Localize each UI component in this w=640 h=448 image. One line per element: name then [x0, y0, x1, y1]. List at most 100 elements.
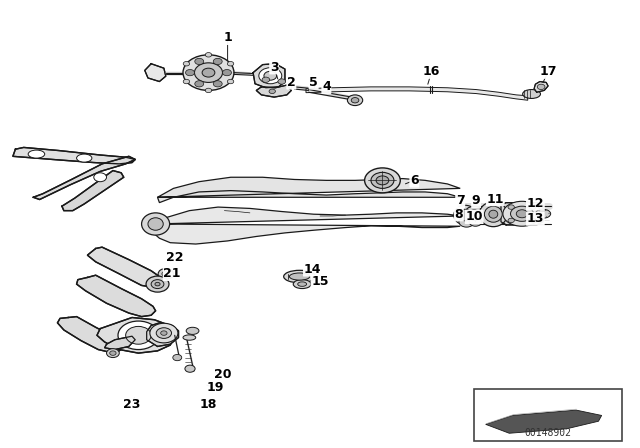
Ellipse shape	[371, 172, 394, 188]
Polygon shape	[88, 247, 164, 287]
Ellipse shape	[278, 79, 285, 84]
Ellipse shape	[511, 206, 534, 221]
Ellipse shape	[376, 176, 389, 185]
Ellipse shape	[185, 365, 195, 372]
Text: 20: 20	[214, 368, 232, 381]
Ellipse shape	[213, 58, 222, 65]
Ellipse shape	[183, 61, 189, 66]
Ellipse shape	[223, 69, 232, 76]
Ellipse shape	[259, 68, 282, 84]
Ellipse shape	[118, 321, 159, 349]
Ellipse shape	[227, 61, 234, 66]
Polygon shape	[145, 64, 166, 82]
Polygon shape	[77, 275, 156, 317]
Text: 3: 3	[270, 61, 278, 74]
Ellipse shape	[162, 271, 170, 276]
Ellipse shape	[109, 351, 116, 355]
Ellipse shape	[125, 327, 151, 344]
Bar	[474, 389, 622, 441]
Ellipse shape	[262, 77, 269, 82]
Polygon shape	[486, 410, 602, 433]
Polygon shape	[97, 318, 175, 353]
Ellipse shape	[284, 270, 316, 283]
Ellipse shape	[161, 331, 167, 335]
Polygon shape	[306, 87, 528, 100]
Ellipse shape	[464, 206, 484, 224]
Text: 23: 23	[124, 398, 141, 411]
Polygon shape	[253, 64, 285, 88]
Ellipse shape	[530, 218, 536, 223]
Ellipse shape	[536, 209, 550, 218]
Text: 6: 6	[410, 174, 419, 187]
Ellipse shape	[205, 88, 212, 93]
Ellipse shape	[468, 210, 480, 220]
Polygon shape	[58, 317, 124, 352]
Polygon shape	[13, 147, 135, 164]
Ellipse shape	[205, 52, 212, 57]
Ellipse shape	[365, 168, 400, 193]
Ellipse shape	[195, 81, 204, 87]
Ellipse shape	[264, 71, 276, 80]
Ellipse shape	[155, 282, 160, 286]
Text: 4: 4	[322, 80, 331, 93]
Ellipse shape	[538, 84, 545, 90]
Ellipse shape	[156, 328, 172, 338]
Text: 7: 7	[456, 194, 465, 207]
Ellipse shape	[508, 205, 515, 209]
Ellipse shape	[158, 268, 173, 279]
Text: 14: 14	[303, 263, 321, 276]
Ellipse shape	[516, 210, 528, 218]
Text: 5: 5	[309, 76, 318, 89]
Ellipse shape	[146, 276, 169, 292]
Text: 18: 18	[200, 398, 217, 411]
Text: 10: 10	[465, 211, 483, 224]
Ellipse shape	[186, 327, 199, 334]
Text: 1: 1	[223, 31, 232, 44]
Ellipse shape	[183, 335, 196, 340]
Ellipse shape	[202, 68, 215, 77]
Ellipse shape	[508, 218, 515, 223]
Ellipse shape	[141, 213, 170, 235]
Ellipse shape	[459, 209, 472, 221]
Ellipse shape	[459, 216, 474, 227]
Ellipse shape	[28, 150, 45, 158]
Ellipse shape	[195, 58, 204, 65]
Ellipse shape	[151, 280, 164, 289]
Ellipse shape	[213, 81, 222, 87]
Text: 12: 12	[527, 197, 544, 210]
Text: 19: 19	[206, 381, 223, 394]
Ellipse shape	[77, 154, 92, 162]
Ellipse shape	[298, 282, 307, 286]
Text: 11: 11	[486, 193, 504, 206]
Text: 15: 15	[311, 276, 329, 289]
Ellipse shape	[269, 89, 275, 94]
Polygon shape	[62, 171, 124, 211]
Polygon shape	[256, 85, 291, 97]
Polygon shape	[157, 177, 460, 202]
Ellipse shape	[106, 349, 119, 358]
Ellipse shape	[479, 202, 508, 227]
Ellipse shape	[348, 95, 363, 106]
Ellipse shape	[150, 323, 178, 343]
Ellipse shape	[173, 354, 182, 361]
Ellipse shape	[148, 218, 163, 230]
Ellipse shape	[195, 63, 223, 82]
Ellipse shape	[351, 98, 359, 103]
Ellipse shape	[227, 79, 234, 84]
Ellipse shape	[289, 273, 310, 280]
Text: 13: 13	[527, 212, 544, 225]
Text: 17: 17	[540, 65, 557, 78]
Text: 9: 9	[472, 194, 481, 207]
Ellipse shape	[183, 55, 234, 90]
Text: 2: 2	[287, 76, 296, 89]
Text: 16: 16	[423, 65, 440, 78]
Polygon shape	[154, 207, 460, 244]
Polygon shape	[501, 202, 543, 225]
Polygon shape	[534, 82, 548, 92]
Text: 00148902: 00148902	[525, 428, 572, 438]
Text: 8: 8	[454, 208, 463, 221]
Ellipse shape	[94, 173, 106, 182]
Ellipse shape	[489, 210, 498, 218]
Text: 22: 22	[166, 251, 184, 264]
Polygon shape	[104, 336, 135, 349]
